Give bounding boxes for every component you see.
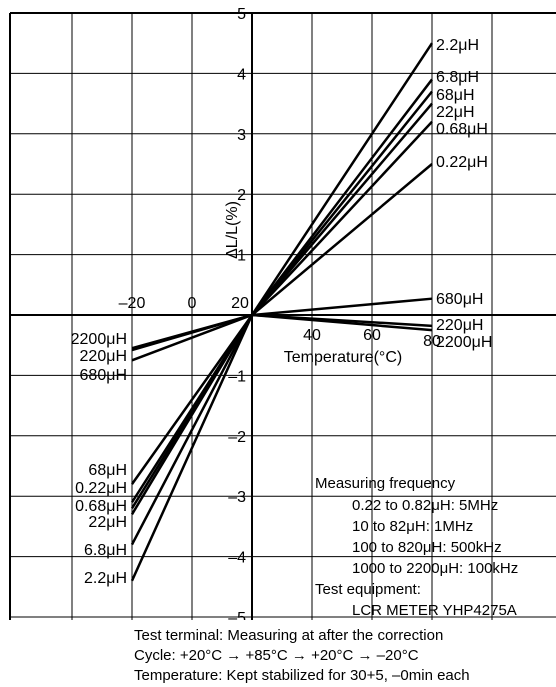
series-label-right: 0.22μH <box>436 154 488 171</box>
series-label-right: 68μH <box>436 87 475 104</box>
legend-equipment-label: Test equipment: <box>315 581 421 598</box>
series-line <box>130 102 433 515</box>
series-label-left: 2.2μH <box>84 570 127 587</box>
y-tick-label: 2 <box>237 187 246 204</box>
series-label-left: 220μH <box>80 348 127 365</box>
series-lines <box>130 42 434 582</box>
series-label-left: 6.8μH <box>84 542 127 559</box>
legend-box: Measuring frequency 0.22 to 0.82μH: 5MHz… <box>315 475 518 619</box>
legend-line: 10 to 82μH: 1MHz <box>352 518 473 535</box>
series-label-right: 220μH <box>436 317 483 334</box>
series-label-left: 22μH <box>88 514 127 531</box>
series-label-right: 2200μH <box>436 334 492 351</box>
y-tick-label: –1 <box>228 368 246 385</box>
series-label-right: 22μH <box>436 104 475 121</box>
series-label-right: 680μH <box>436 291 483 308</box>
y-tick-label: 3 <box>237 127 246 144</box>
footer-note-cycle: Cycle: +20°C → +85°C → +20°C → –20°C <box>134 647 419 664</box>
x-tick-label: 40 <box>303 327 321 344</box>
series-label-right: 0.68μH <box>436 121 488 138</box>
series-line <box>131 313 433 352</box>
y-tick-label: –3 <box>228 489 246 506</box>
y-tick-label: –2 <box>228 429 246 446</box>
series-label-right: 6.8μH <box>436 69 479 86</box>
series-line <box>131 313 433 350</box>
series-label-right: 2.2μH <box>436 37 479 54</box>
legend-line: 1000 to 2200μH: 100kHz <box>352 560 518 577</box>
x-tick-labels: –20 0 20 40 60 80 <box>119 295 441 350</box>
series-label-left: 0.68μH <box>75 498 127 515</box>
y-tick-labels: 5 4 3 2 1 –1 –2 –3 –4 –5 <box>228 6 246 620</box>
footer-note-temperature: Temperature: Kept stabilized for 30+5, –… <box>134 667 470 684</box>
y-tick-label: 1 <box>237 248 246 265</box>
y-tick-label: –5 <box>228 610 246 620</box>
series-label-left: 2200μH <box>71 331 127 348</box>
y-tick-label: 5 <box>237 6 246 23</box>
legend-equipment: LCR METER YHP4275A <box>352 602 517 619</box>
legend-title: Measuring frequency <box>315 475 456 492</box>
legend-line: 0.22 to 0.82μH: 5MHz <box>352 497 498 514</box>
x-tick-label: 20 <box>231 295 249 312</box>
legend-line: 100 to 820μH: 500kHz <box>352 539 502 556</box>
series-label-left: 680μH <box>80 367 127 384</box>
y-axis-label: ΔL/L(%) <box>224 201 241 259</box>
y-tick-label: –4 <box>228 550 246 567</box>
footer-note-terminal: Test terminal: Measuring at after the co… <box>134 627 444 644</box>
x-axis-label: Temperature(°C) <box>284 349 402 366</box>
y-tick-label: 4 <box>237 66 246 83</box>
series-label-left: 0.22μH <box>75 480 127 497</box>
x-tick-label: –20 <box>119 295 146 312</box>
x-tick-label: 0 <box>188 295 197 312</box>
series-label-left: 68μH <box>88 462 127 479</box>
x-tick-label: 80 <box>423 333 441 350</box>
x-tick-label: 60 <box>363 327 381 344</box>
grid <box>10 13 556 620</box>
